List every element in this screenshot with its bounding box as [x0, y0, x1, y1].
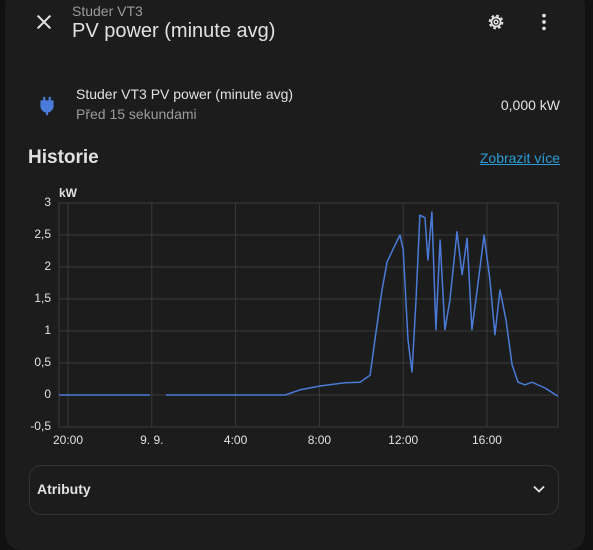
y-tick-label: 3: [44, 195, 51, 209]
y-tick-label: 1,5: [34, 291, 51, 305]
close-button[interactable]: [33, 11, 55, 33]
data-line: [59, 211, 559, 397]
attributes-card[interactable]: [29, 465, 559, 515]
y-tick-label: 1: [44, 323, 51, 337]
x-tick-label: 9. 9.: [140, 433, 163, 447]
attributes-title: Atributy: [37, 481, 91, 497]
entity-state: 0,000 kW: [500, 97, 560, 113]
y-tick-label: 0: [44, 387, 51, 401]
history-title: Historie: [28, 147, 99, 168]
x-tick-label: 4:00: [224, 433, 248, 447]
expand-icon[interactable]: [529, 479, 549, 499]
y-tick-label: 0,5: [34, 355, 51, 369]
y-tick-label: -0,5: [30, 419, 51, 433]
entity-updated: Před 15 sekundami: [76, 106, 197, 122]
history-chart: kW -0,5 0 0,5 1 1,5 2 2,5 3 20:00 9. 9. 4:00 8:00 12:…: [30, 186, 559, 447]
more-link[interactable]: Zobrazit více: [479, 150, 560, 166]
dialog-title: PV power (minute avg): [72, 20, 276, 42]
page: Studer VT3 PV power (minute avg) Studer …: [5, 0, 585, 550]
entity-name: Studer VT3 PV power (minute avg): [76, 86, 294, 102]
x-tick-label: 16:00: [472, 433, 502, 447]
x-tick-label: 12:00: [388, 433, 418, 447]
settings-button[interactable]: [485, 11, 507, 33]
dialog: [5, 0, 585, 550]
y-unit: kW: [59, 186, 78, 200]
dialog-subtitle: Studer VT3: [72, 3, 143, 19]
menu-button[interactable]: [533, 11, 555, 33]
y-tick-label: 2,5: [34, 227, 51, 241]
x-tick-label: 20:00: [53, 433, 83, 447]
y-tick-label: 2: [44, 259, 51, 273]
entity-icon: [40, 96, 54, 116]
x-tick-label: 8:00: [308, 433, 332, 447]
